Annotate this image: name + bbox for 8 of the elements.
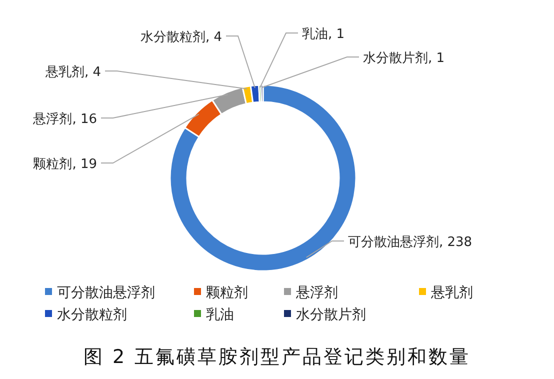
legend-label: 悬浮剂 [295,285,338,301]
caption: 图 2 五氟磺草胺剂型产品登记类别和数量 [83,346,471,368]
legend-label: 颗粒剂 [206,285,248,301]
legend-label: 悬乳剂 [430,285,473,301]
legend-label: 水分散粒剂 [57,307,127,323]
legend-label: 乳油 [206,307,234,323]
legend-label: 可分散油悬浮剂 [57,285,155,301]
legend-label: 水分散片剂 [296,307,366,323]
